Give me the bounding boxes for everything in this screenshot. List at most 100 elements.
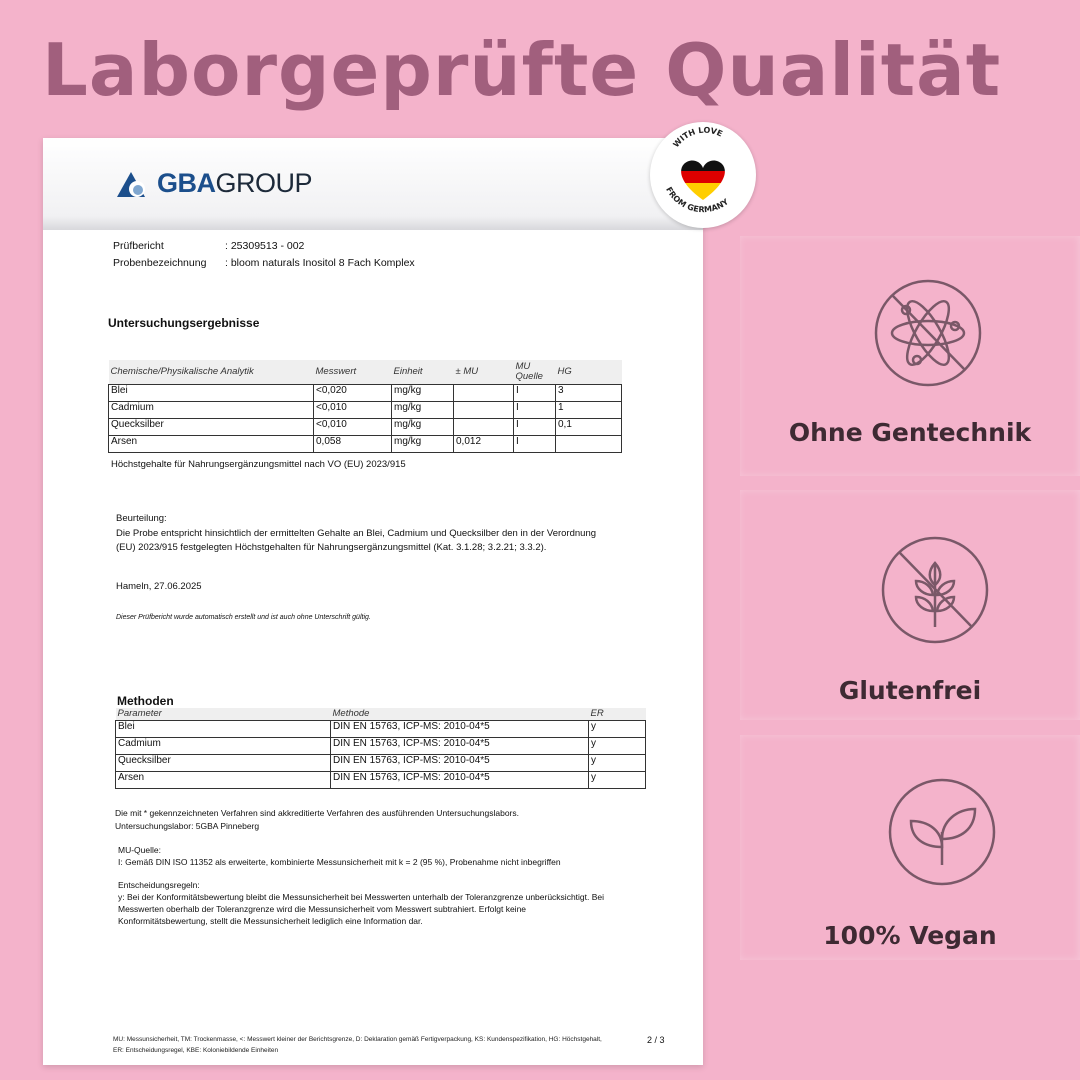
footer-legend: ER: Entscheidungsregel, KBE: Koloniebild… [113,1047,279,1054]
results-heading: Untersuchungsergebnisse [108,316,260,330]
table-row: Blei <0,020 mg/kg I 3 [108,383,622,402]
table-row: Quecksilber DIN EN 15763, ICP-MS: 2010-04… [115,754,646,772]
table-cell: I [513,400,556,419]
methods-heading: Methoden [117,694,174,708]
table-cell: Quecksilber [115,754,331,772]
col-header: Chemische/Physikalische Analytik [108,360,314,384]
table-cell: Cadmium [115,737,331,755]
page-number: 2 / 3 [647,1035,665,1045]
table-cell: DIN EN 15763, ICP-MS: 2010-04*5 [330,754,589,772]
table-cell: DIN EN 15763, ICP-MS: 2010-04*5 [330,720,589,738]
sample-value: : bloom naturals Inositol 8 Fach Komplex [225,257,415,269]
table-cell [453,383,514,402]
assessment-line: Die Probe entspricht hinsichtlich der er… [116,528,597,539]
table-cell: mg/kg [391,434,454,453]
col-header: ER [588,708,646,721]
rules-line: y: Bei der Konformitätsbewertung bleibt … [118,892,605,902]
col-header: Parameter [115,708,331,721]
hg-note: Höchstgehalte für Nahrungsergänzungsmitt… [111,459,406,470]
table-cell: Blei [115,720,331,738]
feature-label: Ohne Gentechnik [788,418,1032,447]
gba-logo-icon [117,171,145,197]
methods-table: Parameter Methode ER Blei DIN EN 15763, I… [115,708,646,789]
gluten-free-wheat-icon [881,536,989,644]
lab-name: Untersuchungslabor: 5GBA Pinneberg [115,821,260,831]
rules-line: Konformitätsbewertung, stellt die Messun… [118,916,423,926]
table-row: Arsen DIN EN 15763, ICP-MS: 2010-04*5 y [115,771,646,789]
no-gmo-atom-icon [874,279,982,387]
auto-note: Dieser Prüfbericht wurde automatisch ers… [116,614,371,621]
feature-vegan: 100% Vegan [740,735,1080,960]
col-header: Messwert [313,360,392,384]
feature-label: Glutenfrei [838,676,982,705]
table-cell: Arsen [115,771,331,789]
col-header: HG [555,360,622,384]
table-cell: <0,010 [313,417,392,436]
headline: Laborgeprüfte Qualität [42,28,1002,112]
table-cell: 0,058 [313,434,392,453]
accredited-note: Die mit * gekennzeichneten Verfahren sin… [115,808,519,818]
gba-group-logo: GBAGROUP [115,168,313,199]
col-header: Methode [330,708,589,721]
table-cell: 1 [555,400,622,419]
report-label: Prüfbericht [113,240,164,252]
table-row: Quecksilber <0,010 mg/kg I 0,1 [108,417,622,436]
table-cell: y [588,771,646,789]
table-cell: Arsen [108,434,314,453]
table-cell: 0,1 [555,417,622,436]
table-cell: Blei [108,383,314,402]
results-header-row: Chemische/Physikalische Analytik Messwer… [108,360,622,384]
methods-header-row: Parameter Methode ER [115,708,646,721]
table-cell [453,400,514,419]
table-cell: <0,020 [313,383,392,402]
table-cell [453,417,514,436]
table-cell: mg/kg [391,400,454,419]
lab-report-document: GBAGROUP Prüfbericht : 25309513 - 002 Pr… [43,138,703,1065]
made-in-germany-badge: WITH LOVE FROM GERMANY [650,122,756,228]
table-cell: DIN EN 15763, ICP-MS: 2010-04*5 [330,771,589,789]
logo-text: GROUP [215,168,313,198]
feature-no-gmo: Ohne Gentechnik [740,236,1080,476]
table-cell: I [513,383,556,402]
table-cell: mg/kg [391,417,454,436]
table-row: Cadmium <0,010 mg/kg I 1 [108,400,622,419]
table-cell: Cadmium [108,400,314,419]
assessment-line: (EU) 2023/915 festgelegten Höchstgehalte… [116,542,547,553]
table-row: Cadmium DIN EN 15763, ICP-MS: 2010-04*5 y [115,737,646,755]
assessment-label: Beurteilung: [116,513,167,524]
col-header: ± MU [453,360,514,384]
rules-label: Entscheidungsregeln: [118,880,200,890]
table-cell: I [513,417,556,436]
col-header: MU Quelle [513,360,556,384]
table-cell: Quecksilber [108,417,314,436]
table-row: Blei DIN EN 15763, ICP-MS: 2010-04*5 y [115,720,646,738]
table-cell: mg/kg [391,383,454,402]
vegan-leaf-icon [888,778,996,886]
place-date: Hameln, 27.06.2025 [116,581,202,592]
col-header: Einheit [391,360,454,384]
table-cell [555,434,622,453]
table-cell: I [513,434,556,453]
feature-label: 100% Vegan [823,921,997,950]
table-cell: y [588,737,646,755]
feature-gluten-free: Glutenfrei [740,490,1080,720]
german-heart-icon: WITH LOVE FROM GERMANY [664,126,730,215]
table-row: Arsen 0,058 mg/kg 0,012 I [108,434,622,453]
table-cell: DIN EN 15763, ICP-MS: 2010-04*5 [330,737,589,755]
table-cell: 0,012 [453,434,514,453]
results-table: Chemische/Physikalische Analytik Messwer… [108,360,622,453]
sample-label: Probenbezeichnung [113,257,207,269]
badge-text-top: WITH LOVE [671,126,723,150]
mu-text: I: Gemäß DIN ISO 11352 als erweiterte, k… [118,857,561,867]
svg-text:WITH LOVE: WITH LOVE [671,126,723,150]
document-header: GBAGROUP [43,138,703,230]
table-cell: <0,010 [313,400,392,419]
footer-legend: MU: Messunsicherheit, TM: Trockenmasse, … [113,1036,602,1043]
table-cell: y [588,720,646,738]
logo-text-bold: GBA [157,168,216,198]
table-cell: 3 [555,383,622,402]
table-cell: y [588,754,646,772]
rules-line: Messwerten oberhalb der Toleranzgrenze w… [118,904,527,914]
report-value: : 25309513 - 002 [225,240,305,252]
mu-label: MU-Quelle: [118,845,161,855]
